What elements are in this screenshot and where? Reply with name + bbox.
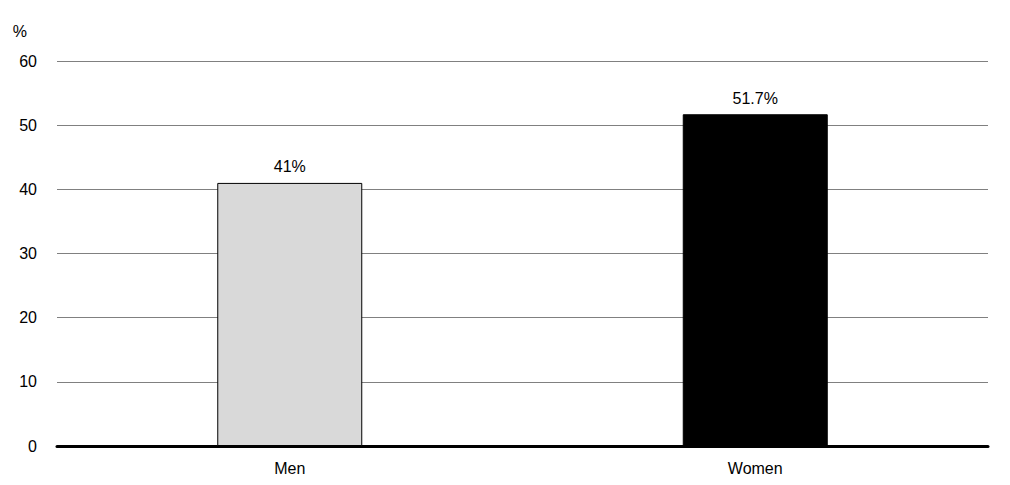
svg-text:40: 40 (19, 181, 37, 198)
svg-text:60: 60 (19, 53, 37, 70)
svg-text:51.7%: 51.7% (733, 90, 778, 107)
svg-text:%: % (13, 23, 27, 40)
svg-text:Women: Women (728, 460, 783, 477)
svg-text:41%: 41% (274, 158, 306, 175)
svg-text:30: 30 (19, 245, 37, 262)
svg-text:Men: Men (274, 460, 305, 477)
svg-text:10: 10 (19, 373, 37, 390)
svg-text:0: 0 (28, 438, 37, 455)
svg-text:20: 20 (19, 309, 37, 326)
svg-text:50: 50 (19, 117, 37, 134)
